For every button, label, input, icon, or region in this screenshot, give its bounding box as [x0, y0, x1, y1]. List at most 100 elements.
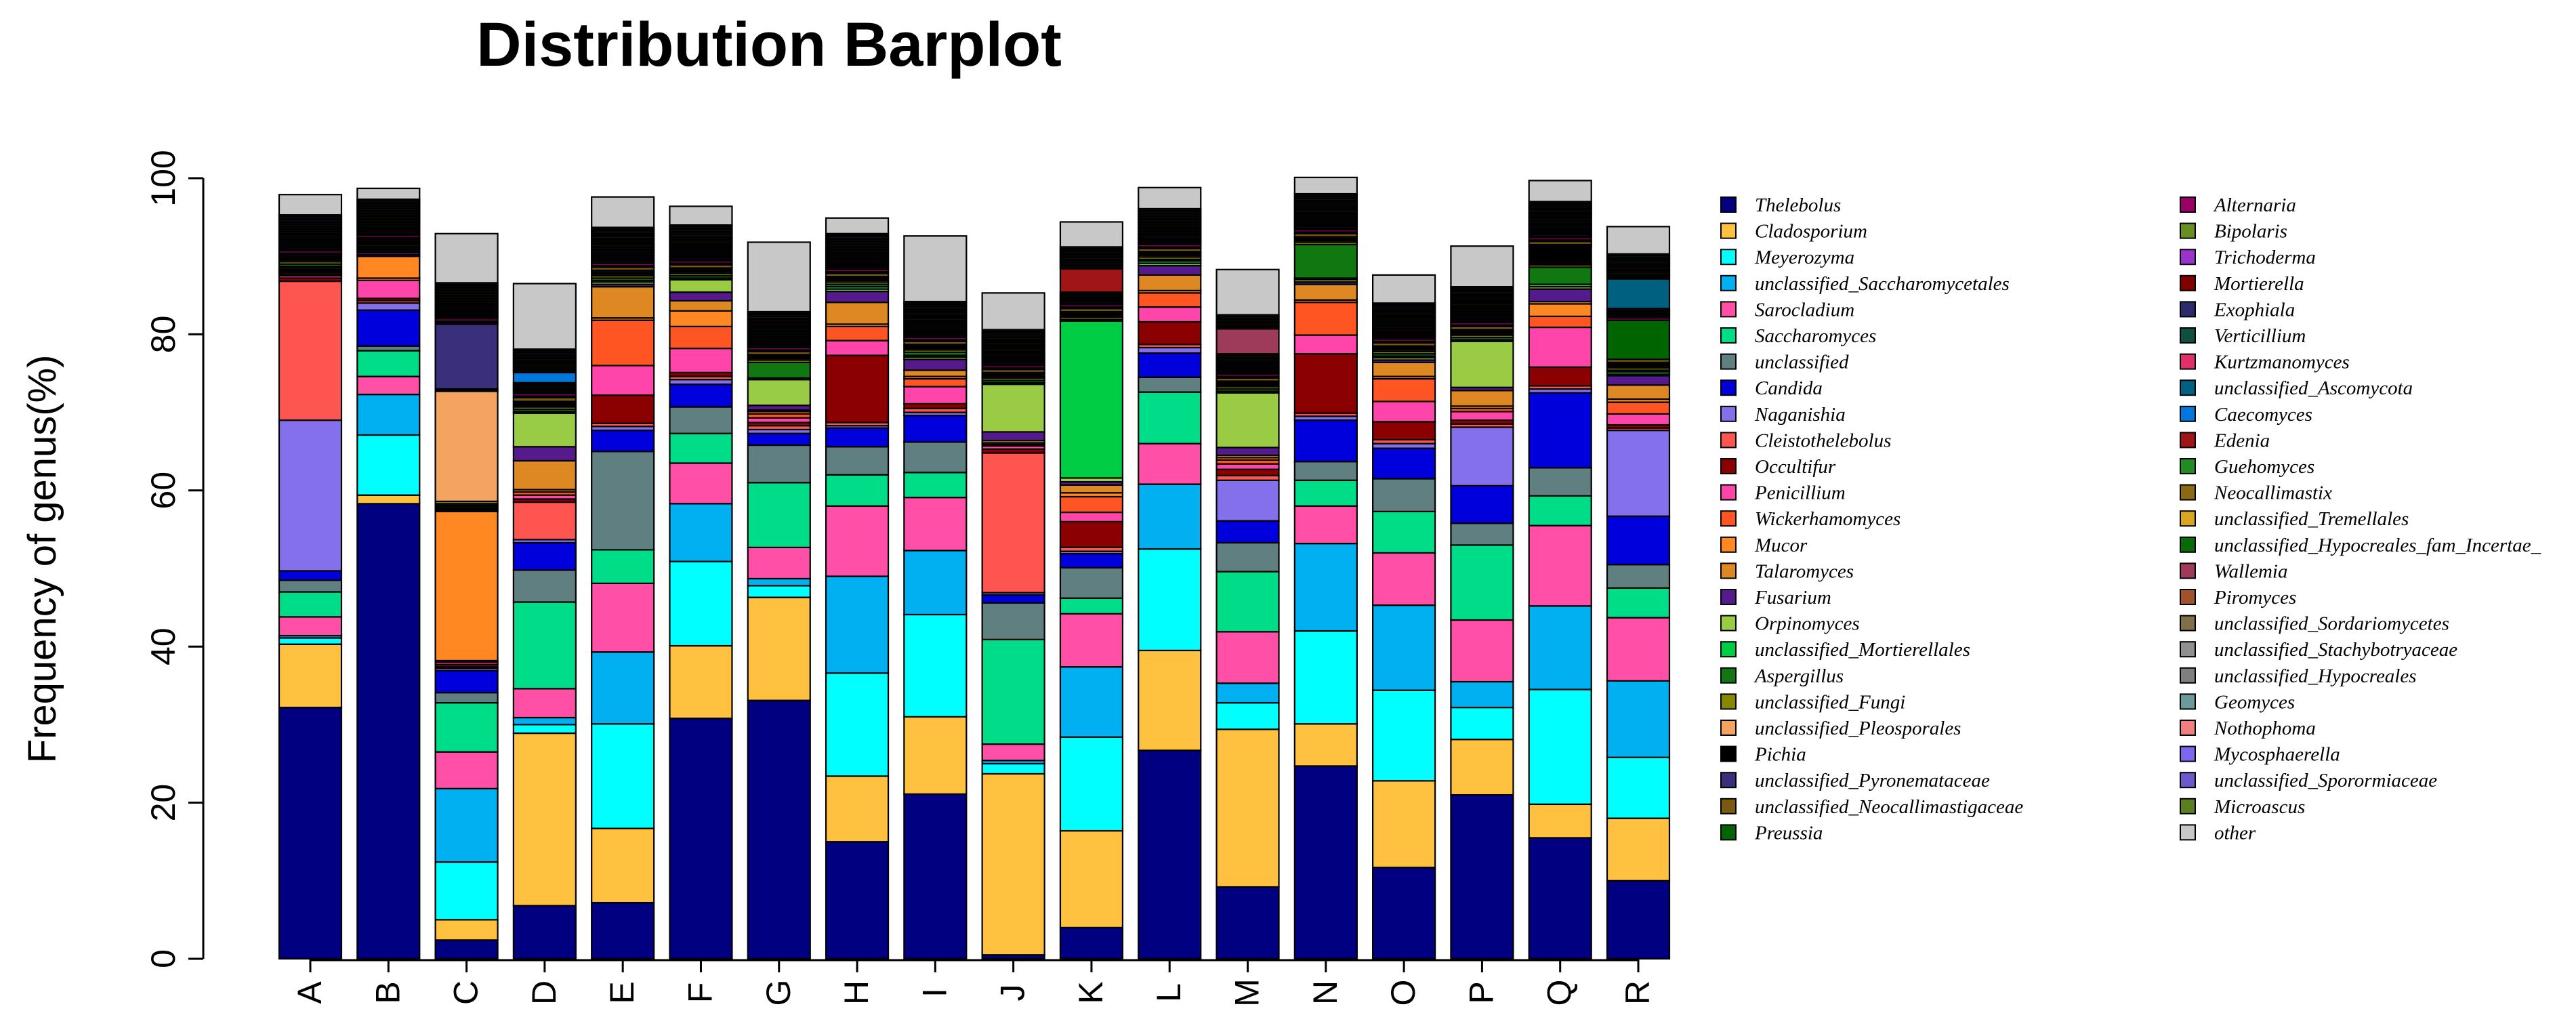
bar-segment	[1528, 688, 1592, 806]
bar-segment	[903, 441, 968, 474]
bar-segment	[903, 358, 968, 371]
bar-segment	[1216, 468, 1280, 477]
bar-segment	[1138, 749, 1202, 960]
bar-segment	[903, 793, 968, 960]
bar-segment	[1216, 479, 1280, 522]
bar-segment	[981, 602, 1045, 640]
legend-label: Microascus	[2214, 796, 2305, 818]
bar-segment	[669, 462, 733, 505]
legend-swatch	[2180, 536, 2196, 553]
bar-segment	[1372, 447, 1436, 480]
bar-segment	[591, 651, 655, 725]
bar-segment	[1528, 326, 1592, 368]
bar-segment	[434, 751, 499, 789]
bar-segment	[1216, 886, 1280, 960]
bar-segment	[1059, 320, 1124, 479]
legend-swatch	[1720, 432, 1737, 449]
legend-label: unclassified_Hypocreales_fam_Incertae_	[2214, 535, 2541, 556]
bar-segment	[434, 669, 499, 694]
bar-segment	[1138, 548, 1202, 652]
bar-segment	[591, 365, 655, 396]
bar-segment	[1372, 604, 1436, 691]
bar-segment	[278, 194, 343, 216]
legend-item: unclassified_Fungi	[1720, 691, 1905, 713]
bar-segment	[1059, 520, 1124, 548]
legend-item: Bipolaris	[2180, 221, 2287, 243]
bar-segment	[591, 319, 655, 367]
bar-segment	[1059, 566, 1124, 599]
bar-segment	[1528, 315, 1592, 329]
bar-segment	[981, 431, 1045, 442]
bar-stack-N	[1293, 176, 1358, 960]
bar-segment	[1059, 597, 1124, 615]
bar-segment	[512, 459, 577, 491]
bar-segment	[356, 302, 421, 311]
legend-swatch	[1720, 720, 1737, 736]
bar-segment	[825, 339, 890, 356]
legend-swatch	[1720, 824, 1737, 841]
legend-label: Thelebolus	[1755, 194, 1841, 216]
bar-segment	[1293, 243, 1358, 279]
bar-stack-H	[825, 217, 890, 960]
legend-label: Mycosphaerella	[2214, 744, 2340, 766]
bar-stack-G	[747, 241, 811, 960]
bar-segment	[1372, 478, 1436, 513]
bar-segment	[747, 482, 811, 548]
legend-item: unclassified_Ascomycota	[2180, 377, 2413, 399]
bar-segment	[512, 601, 577, 690]
bar-segment	[512, 412, 577, 448]
legend-item: Fusarium	[1720, 587, 1831, 608]
x-tick-label: E	[603, 981, 641, 1004]
bar-segment	[1528, 837, 1592, 960]
bar-segment	[669, 644, 733, 720]
legend-label: Caecomyces	[2214, 404, 2312, 426]
legend-item: unclassified_Tremellales	[2180, 508, 2409, 530]
bar-segment	[1059, 926, 1124, 960]
bar-segment	[356, 279, 421, 299]
legend-item: Talaromyces	[1720, 560, 1854, 582]
bar-segment	[825, 290, 890, 304]
legend-item: Caecomyces	[2180, 404, 2312, 426]
legend-item: unclassified_Mortierellales	[1720, 639, 1970, 661]
bar-segment	[591, 582, 655, 653]
legend-label: Wickerhamomyces	[1755, 508, 1900, 530]
bar-segment	[1216, 702, 1280, 730]
legend-swatch	[1720, 222, 1737, 239]
bar-segment	[825, 672, 890, 777]
bar-segment	[1293, 176, 1358, 195]
bar-segment	[1138, 391, 1202, 445]
bar-segment	[1450, 340, 1514, 388]
legend-item: Aspergillus	[1720, 665, 1844, 687]
y-tick-label: 80	[144, 316, 182, 354]
legend-swatch	[2180, 641, 2196, 658]
bar-segment	[1372, 867, 1436, 960]
bar-segment	[1216, 728, 1280, 888]
bar-segment	[903, 415, 968, 443]
bar-segment	[1293, 419, 1358, 463]
legend-swatch	[2180, 405, 2196, 422]
bar-segment	[1606, 375, 1671, 386]
bar-segment	[825, 575, 890, 674]
legend-swatch	[2180, 510, 2196, 527]
bar-segment	[1138, 306, 1202, 323]
bar-segment	[1372, 274, 1436, 304]
legend-item: Trichoderma	[2180, 247, 2316, 268]
bar-segment	[434, 787, 499, 863]
bar-segment	[1059, 736, 1124, 832]
bar-segment	[1528, 392, 1592, 469]
bar-segment	[591, 394, 655, 424]
bar-segment	[825, 217, 890, 234]
bar-segment	[825, 474, 890, 507]
legend-item: Preussia	[1720, 822, 1823, 844]
bar-segment	[1293, 334, 1358, 355]
bar-segment	[356, 494, 421, 505]
bar-segment	[1528, 180, 1592, 203]
legend-label: unclassified_Tremellales	[2214, 508, 2409, 530]
bar-segment	[512, 724, 577, 735]
legend-label: unclassified	[1755, 352, 1849, 373]
legend-label: unclassified_Pyronemataceae	[1755, 770, 1990, 791]
bar-segment	[747, 444, 811, 484]
x-tick-label: O	[1384, 980, 1422, 1006]
bar-segment	[1528, 605, 1592, 690]
legend-swatch	[2180, 772, 2196, 789]
